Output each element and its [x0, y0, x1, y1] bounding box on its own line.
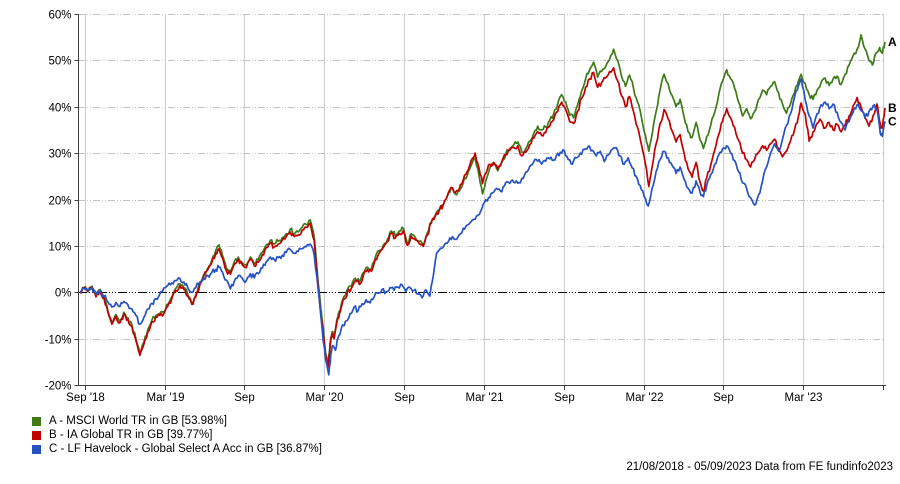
date-range-source-label: 21/08/2018 - 05/09/2023 Data from FE fun… [626, 461, 893, 473]
y-tick-label: 60% [48, 10, 71, 22]
x-tick-label: Mar '22 [626, 392, 664, 404]
legend-label-c: C - LF Havelock - Global Select A Acc in… [49, 442, 322, 455]
x-tick-label: Mar '23 [785, 392, 823, 404]
y-tick-label: -20% [45, 381, 72, 393]
series-end-label-a: A [888, 35, 897, 49]
series-line-c [79, 78, 886, 376]
x-tick-label: Mar '21 [466, 392, 504, 404]
series-end-label-c: C [888, 114, 897, 128]
x-tick-label: Sep '18 [66, 392, 105, 404]
series-a-swatch-icon [32, 416, 41, 426]
x-tick-label: Sep [554, 392, 574, 404]
y-tick-label: 0% [55, 288, 72, 300]
legend-item-c: C - LF Havelock - Global Select A Acc in… [32, 442, 322, 456]
series-b-swatch-icon [32, 430, 41, 440]
legend-item-a: A - MSCI World TR in GB [53.98%] [32, 414, 322, 428]
y-tick-label: 20% [48, 196, 71, 208]
legend-label-a: A - MSCI World TR in GB [53.98%] [49, 414, 227, 427]
series-line-a [79, 34, 886, 366]
legend-label-b: B - IA Global TR in GB [39.77%] [49, 428, 213, 441]
series-c-swatch-icon [32, 444, 41, 454]
chart-legend: A - MSCI World TR in GB [53.98%] B - IA … [32, 414, 322, 456]
x-tick-label: Sep [713, 392, 733, 404]
x-tick-label: Sep [234, 392, 254, 404]
y-tick-label: -10% [45, 335, 72, 347]
y-tick-label: 10% [48, 242, 71, 254]
legend-item-b: B - IA Global TR in GB [39.77%] [32, 428, 322, 442]
series-end-label-b: B [888, 101, 897, 115]
x-tick-label: Mar '19 [147, 392, 185, 404]
series-line-b [79, 66, 886, 369]
x-tick-label: Sep [394, 392, 414, 404]
y-tick-label: 40% [48, 103, 71, 115]
y-tick-label: 50% [48, 56, 71, 68]
x-tick-label: Mar '20 [306, 392, 344, 404]
y-tick-label: 30% [48, 149, 71, 161]
